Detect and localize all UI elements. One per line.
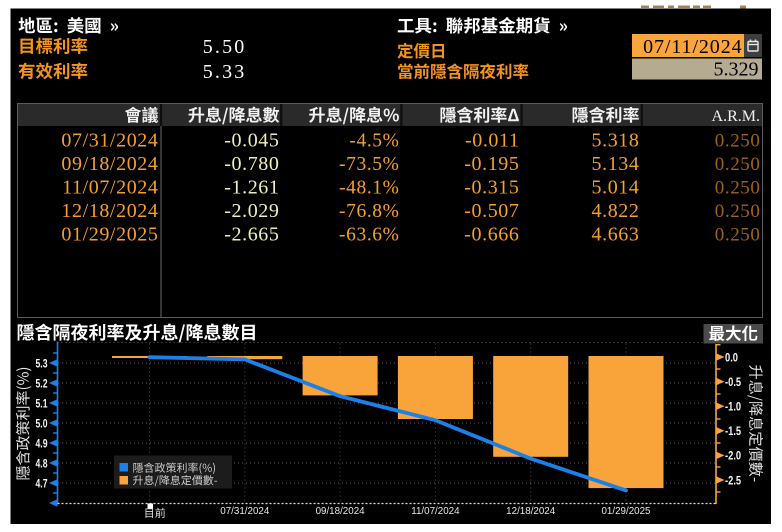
svg-text:0.250: 0.250 — [715, 201, 761, 222]
svg-text:4.8: 4.8 — [36, 458, 48, 471]
svg-text:5.318: 5.318 — [592, 130, 640, 152]
svg-text:5.014: 5.014 — [592, 177, 640, 199]
svg-text:01/29/2025: 01/29/2025 — [601, 506, 651, 517]
svg-text:-1.5: -1.5 — [725, 425, 741, 438]
svg-text:-2.5: -2.5 — [725, 474, 741, 487]
svg-text:5.33: 5.33 — [203, 61, 247, 83]
svg-text:5.3: 5.3 — [36, 358, 48, 371]
svg-text:-63.6%: -63.6% — [339, 225, 399, 246]
svg-text:07/31/2024: 07/31/2024 — [61, 130, 158, 152]
svg-text:-73.5%: -73.5% — [339, 154, 399, 175]
svg-text:07/31/2024: 07/31/2024 — [220, 506, 270, 517]
svg-text:5.0: 5.0 — [36, 418, 48, 431]
svg-text:A.R.M.: A.R.M. — [712, 108, 760, 125]
svg-text:09/18/2024: 09/18/2024 — [61, 153, 158, 175]
svg-text:-1.261: -1.261 — [224, 177, 279, 199]
svg-text:-2.665: -2.665 — [224, 224, 279, 246]
svg-text:0.0: 0.0 — [725, 351, 738, 364]
svg-text:5.2: 5.2 — [36, 378, 48, 391]
svg-text:4.822: 4.822 — [592, 200, 640, 222]
svg-text:-0.666: -0.666 — [464, 224, 519, 246]
svg-text:4.9: 4.9 — [36, 438, 48, 451]
svg-text:0.250: 0.250 — [715, 225, 761, 246]
svg-text:-0.045: -0.045 — [224, 130, 279, 152]
svg-text:-48.1%: -48.1% — [339, 178, 399, 199]
svg-text:-2.029: -2.029 — [224, 200, 279, 222]
svg-text:11/07/2024: 11/07/2024 — [411, 506, 460, 517]
svg-text:5.329: 5.329 — [714, 59, 759, 81]
svg-text:-1.0: -1.0 — [725, 400, 741, 413]
svg-text:-2.0: -2.0 — [725, 450, 741, 463]
svg-text:12/18/2024: 12/18/2024 — [61, 200, 158, 222]
svg-text:-0.011: -0.011 — [465, 130, 520, 152]
svg-text:-0.780: -0.780 — [224, 153, 279, 175]
svg-text:5.1: 5.1 — [36, 398, 48, 411]
svg-text:-0.5: -0.5 — [725, 376, 741, 389]
svg-text:0.250: 0.250 — [715, 178, 761, 199]
svg-text:4.7: 4.7 — [36, 478, 48, 491]
svg-text:-76.8%: -76.8% — [339, 201, 399, 222]
svg-text:5.134: 5.134 — [592, 153, 640, 175]
svg-text:5.50: 5.50 — [203, 36, 247, 58]
svg-text:4.663: 4.663 — [592, 224, 640, 246]
svg-text:-0.507: -0.507 — [464, 200, 519, 222]
svg-text:09/18/2024: 09/18/2024 — [316, 506, 366, 517]
svg-text:12/18/2024: 12/18/2024 — [506, 506, 556, 517]
svg-text:-0.315: -0.315 — [464, 177, 519, 199]
svg-text:0.250: 0.250 — [715, 154, 761, 175]
svg-text:-4.5%: -4.5% — [349, 131, 399, 152]
svg-text:01/29/2025: 01/29/2025 — [61, 224, 158, 246]
svg-text:-0.195: -0.195 — [464, 153, 519, 175]
svg-text:0.250: 0.250 — [715, 131, 761, 152]
svg-text:11/07/2024: 11/07/2024 — [62, 177, 158, 199]
svg-text:07/11/2024: 07/11/2024 — [643, 36, 742, 58]
